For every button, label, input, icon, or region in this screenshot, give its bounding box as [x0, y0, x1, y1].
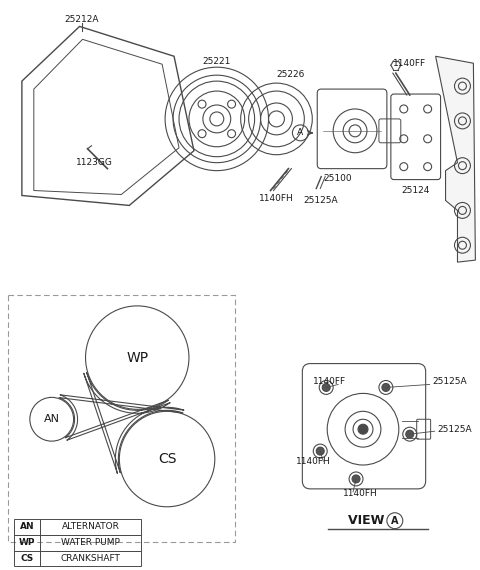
Text: CS: CS — [158, 452, 176, 466]
Circle shape — [322, 384, 330, 392]
Text: ALTERNATOR: ALTERNATOR — [61, 522, 120, 531]
Circle shape — [316, 447, 324, 455]
Text: CS: CS — [20, 554, 34, 563]
Text: 1140FF: 1140FF — [313, 377, 347, 386]
Text: AN: AN — [44, 414, 60, 424]
Text: 25100: 25100 — [324, 174, 352, 183]
Bar — [14, 535, 40, 551]
Circle shape — [358, 424, 368, 434]
Text: 25221: 25221 — [203, 57, 231, 66]
Text: 1140FH: 1140FH — [343, 490, 378, 498]
Text: WP: WP — [126, 351, 148, 365]
Circle shape — [406, 430, 414, 438]
Circle shape — [382, 384, 390, 392]
Bar — [14, 551, 40, 567]
Text: 1140FH: 1140FH — [296, 457, 331, 466]
Text: WATER PUMP: WATER PUMP — [61, 538, 120, 547]
Text: 25212A: 25212A — [64, 15, 99, 24]
Circle shape — [352, 475, 360, 483]
Text: 25226: 25226 — [276, 70, 305, 79]
Text: 1140FF: 1140FF — [393, 59, 426, 68]
Text: AN: AN — [20, 522, 34, 531]
Text: CRANKSHAFT: CRANKSHAFT — [60, 554, 120, 563]
Bar — [40, 519, 141, 535]
Text: 25125A: 25125A — [303, 196, 337, 205]
Text: 25125A: 25125A — [432, 377, 467, 386]
Text: WP: WP — [19, 538, 35, 547]
Bar — [14, 519, 40, 535]
Text: A: A — [297, 128, 303, 137]
Bar — [40, 535, 141, 551]
Text: 25124: 25124 — [402, 186, 430, 195]
Bar — [40, 551, 141, 567]
Text: VIEW: VIEW — [348, 514, 388, 527]
Text: 25125A: 25125A — [438, 425, 472, 434]
Text: 1140FH: 1140FH — [259, 194, 294, 203]
Text: 1123GG: 1123GG — [76, 158, 113, 167]
PathPatch shape — [436, 56, 475, 262]
Bar — [8, 295, 235, 542]
Text: A: A — [391, 516, 398, 526]
